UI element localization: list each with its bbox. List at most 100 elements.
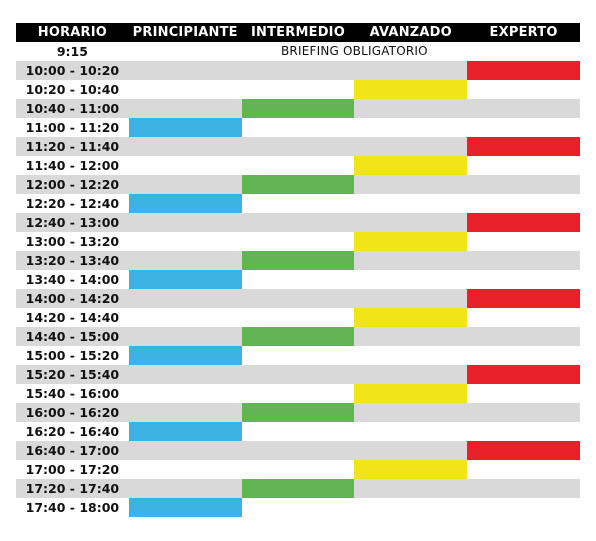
time-cell: 17:00 - 17:20 (25, 462, 120, 477)
session-block-intermedio (241, 327, 355, 346)
session-block-avanzado (354, 156, 468, 175)
time-cell: 14:00 - 14:20 (25, 291, 120, 306)
level-cell-avanzado (354, 99, 467, 118)
time-cell: 11:00 - 11:20 (25, 120, 120, 135)
level-cell-experto (467, 308, 580, 327)
level-cell-avanzado (354, 479, 467, 498)
level-cell-experto (467, 479, 580, 498)
level-cell-principiante (129, 308, 242, 327)
level-cell-avanzado (354, 498, 467, 517)
schedule-table: HORARIO PRINCIPIANTE INTERMEDIO AVANZADO… (16, 23, 580, 517)
level-cell-principiante (129, 137, 242, 156)
time-cell: 10:20 - 10:40 (25, 82, 120, 97)
briefing-time: 9:15 (56, 44, 88, 59)
level-cell-intermedio (242, 194, 355, 213)
session-block-avanzado (354, 384, 468, 403)
session-block-intermedio (241, 99, 355, 118)
level-cell-principiante (129, 460, 242, 479)
header-row: HORARIO PRINCIPIANTE INTERMEDIO AVANZADO… (16, 23, 580, 42)
level-cell-principiante (129, 99, 242, 118)
time-cell: 16:40 - 17:00 (25, 443, 120, 458)
table-row: 17:40 - 18:00 (16, 498, 580, 517)
level-cell-avanzado (354, 327, 467, 346)
level-cell-principiante (129, 232, 242, 251)
table-row: 14:40 - 15:00 (16, 327, 580, 346)
session-block-avanzado (354, 80, 468, 99)
time-cell: 11:20 - 11:40 (25, 139, 120, 154)
table-row: 11:40 - 12:00 (16, 156, 580, 175)
header-avanzado: AVANZADO (369, 25, 452, 40)
session-block-experto (467, 137, 580, 156)
time-cell: 15:00 - 15:20 (25, 348, 120, 363)
level-cell-experto (467, 422, 580, 441)
briefing-label: BRIEFING OBLIGATORIO (280, 44, 428, 58)
level-cell-experto (467, 346, 580, 365)
table-row: 10:00 - 10:20 (16, 61, 580, 80)
level-cell-avanzado (354, 346, 467, 365)
level-cell-avanzado (354, 118, 467, 137)
level-cell-principiante (129, 213, 242, 232)
session-block-avanzado (354, 232, 468, 251)
time-cell: 14:20 - 14:40 (25, 310, 120, 325)
session-block-principiante (128, 270, 242, 289)
table-row: 17:00 - 17:20 (16, 460, 580, 479)
time-cell: 11:40 - 12:00 (25, 158, 120, 173)
session-block-avanzado (354, 308, 468, 327)
level-cell-experto (467, 403, 580, 422)
level-cell-intermedio (242, 61, 355, 80)
level-cell-principiante (129, 327, 242, 346)
level-cell-principiante (129, 175, 242, 194)
session-block-avanzado (354, 460, 468, 479)
level-cell-intermedio (242, 365, 355, 384)
level-cell-intermedio (242, 156, 355, 175)
level-cell-intermedio (242, 308, 355, 327)
level-cell-avanzado (354, 194, 467, 213)
level-cell-principiante (129, 80, 242, 99)
level-cell-principiante (129, 479, 242, 498)
level-cell-principiante (129, 289, 242, 308)
level-cell-principiante (129, 251, 242, 270)
session-block-intermedio (241, 479, 355, 498)
table-row: 10:20 - 10:40 (16, 80, 580, 99)
level-cell-avanzado (354, 365, 467, 384)
session-block-experto (467, 441, 580, 460)
level-cell-experto (467, 384, 580, 403)
level-cell-intermedio (242, 137, 355, 156)
level-cell-experto (467, 270, 580, 289)
level-cell-experto (467, 156, 580, 175)
table-row: 13:00 - 13:20 (16, 232, 580, 251)
level-cell-experto (467, 327, 580, 346)
table-row: 12:20 - 12:40 (16, 194, 580, 213)
level-cell-avanzado (354, 61, 467, 80)
level-cell-intermedio (242, 441, 355, 460)
level-cell-intermedio (242, 118, 355, 137)
session-block-principiante (128, 422, 242, 441)
level-cell-principiante (129, 403, 242, 422)
level-cell-intermedio (242, 232, 355, 251)
time-cell: 15:20 - 15:40 (25, 367, 120, 382)
time-cell: 12:40 - 13:00 (25, 215, 120, 230)
time-cell: 16:00 - 16:20 (25, 405, 120, 420)
table-row: 15:00 - 15:20 (16, 346, 580, 365)
table-row: 16:20 - 16:40 (16, 422, 580, 441)
time-cell: 12:20 - 12:40 (25, 196, 120, 211)
level-cell-avanzado (354, 175, 467, 194)
header-experto: EXPERTO (489, 25, 558, 40)
level-cell-intermedio (242, 498, 355, 517)
time-cell: 13:00 - 13:20 (25, 234, 120, 249)
level-cell-intermedio (242, 80, 355, 99)
level-cell-avanzado (354, 137, 467, 156)
table-row: 14:20 - 14:40 (16, 308, 580, 327)
time-cell: 10:40 - 11:00 (25, 101, 120, 116)
table-row: 10:40 - 11:00 (16, 99, 580, 118)
time-cell: 17:20 - 17:40 (25, 481, 120, 496)
time-cell: 12:00 - 12:20 (25, 177, 120, 192)
level-cell-experto (467, 194, 580, 213)
table-row: 12:40 - 13:00 (16, 213, 580, 232)
time-cell: 13:40 - 14:00 (25, 272, 120, 287)
level-cell-experto (467, 232, 580, 251)
table-row: 13:40 - 14:00 (16, 270, 580, 289)
session-block-principiante (128, 118, 242, 137)
session-block-intermedio (241, 403, 355, 422)
time-cell: 14:40 - 15:00 (25, 329, 120, 344)
